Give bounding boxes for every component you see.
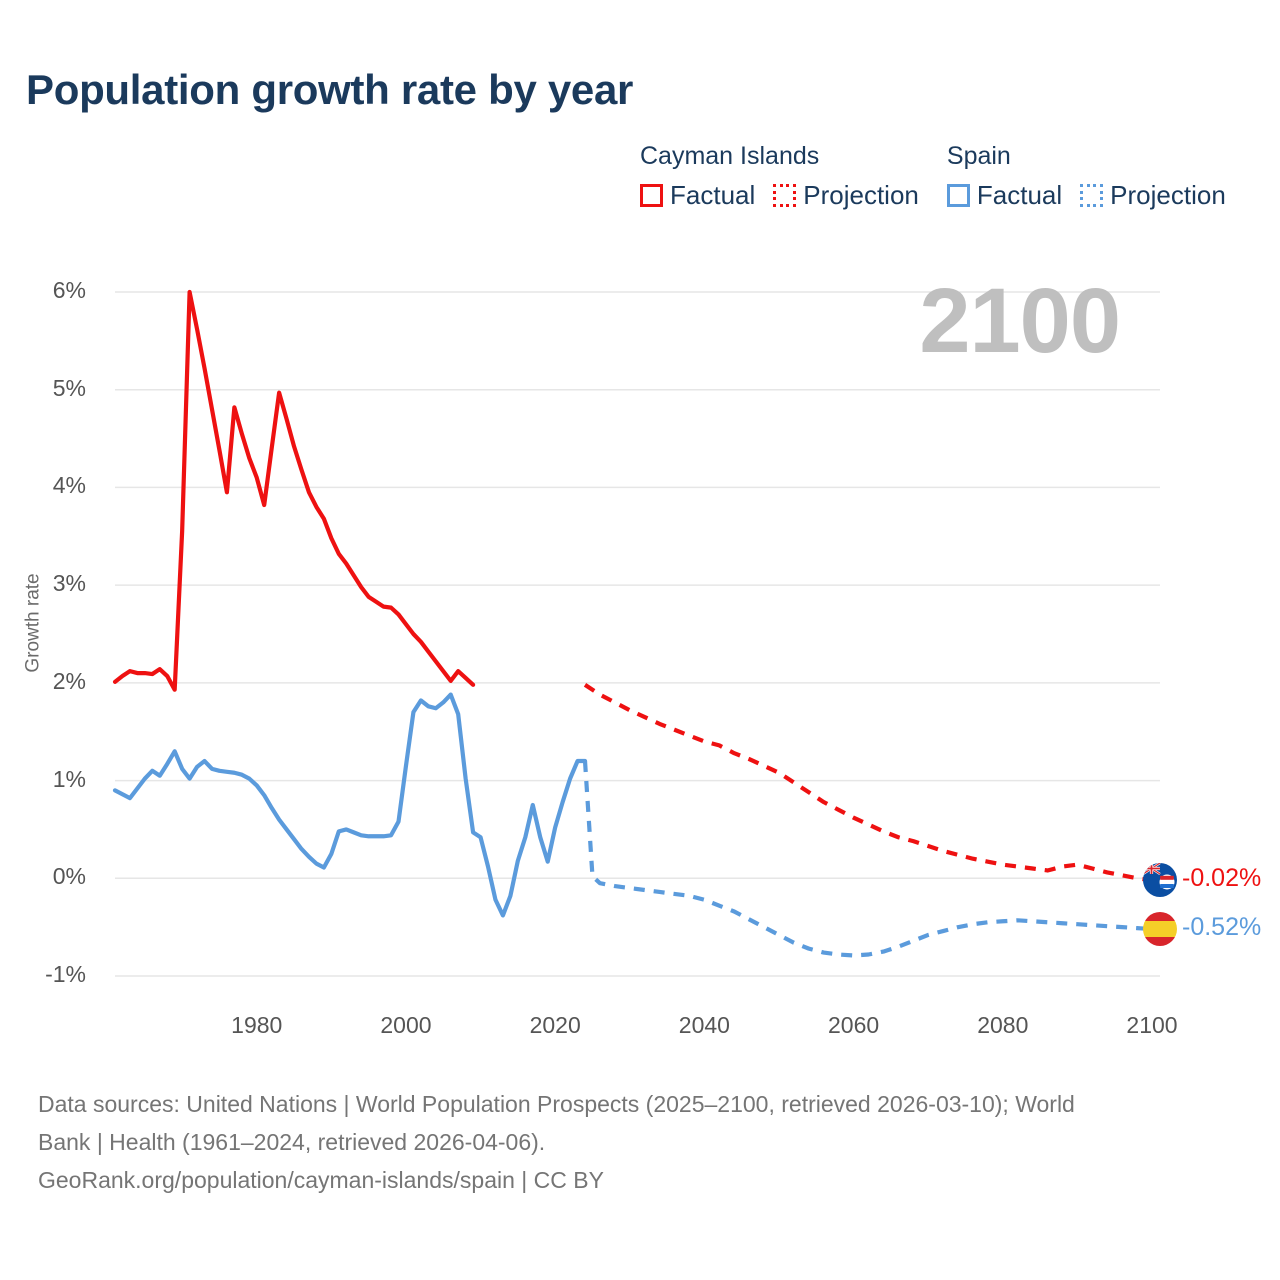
y-axis-tick-label: 6% <box>52 277 86 303</box>
y-axis-tick-label: 3% <box>52 570 86 597</box>
legend-swatch-solid-icon <box>946 184 970 207</box>
legend-item-cayman-projection[interactable]: Projection <box>773 180 919 211</box>
legend-swatch-solid-icon <box>640 184 663 207</box>
legend-item-label: Projection <box>1110 180 1226 210</box>
y-axis-tick-label: 1% <box>52 765 86 792</box>
legend-swatch-dotted-icon <box>773 184 797 207</box>
spain-flag-icon <box>1143 912 1177 947</box>
x-axis-tick-label: 2060 <box>827 1012 880 1038</box>
year-watermark: 2100 <box>919 270 1121 372</box>
footer-line-2: Bank | Health (1961–2024, retrieved 2026… <box>38 1129 546 1155</box>
x-axis-tick-label: 2100 <box>1126 1012 1178 1038</box>
chart-legend: Cayman Islands Factual Projection Spain … <box>640 142 1226 211</box>
end-label-cayman-islands: -0.02% <box>1182 864 1262 893</box>
y-axis-tick-label: -1% <box>45 961 86 987</box>
legend-group-title: Cayman Islands <box>640 142 820 170</box>
footer-line-3: GeoRank.org/population/cayman-islands/sp… <box>38 1167 604 1193</box>
legend-item-label: Projection <box>803 180 919 210</box>
footer-line-1: Data sources: United Nations | World Pop… <box>38 1091 1075 1117</box>
end-label-spain: -0.52% <box>1182 913 1262 942</box>
y-axis-tick-label: 5% <box>52 374 86 401</box>
x-axis-tick-label: 2000 <box>380 1012 432 1038</box>
footer-sources: Data sources: United Nations | World Pop… <box>38 1085 1238 1199</box>
cayman-islands-flag-icon <box>1143 863 1177 898</box>
legend-group-title: Spain <box>946 142 1011 170</box>
page-title: Population growth rate by year <box>26 66 634 113</box>
legend-group-cayman-islands: Cayman Islands Factual Projection <box>640 142 919 211</box>
x-axis-tick-label: 2080 <box>977 1012 1029 1038</box>
x-axis-tick-label: 2040 <box>678 1012 730 1038</box>
legend-item-spain-projection[interactable]: Projection <box>1080 180 1226 211</box>
legend-item-cayman-factual[interactable]: Factual <box>640 180 755 211</box>
x-axis-tick-label: 2020 <box>529 1012 581 1038</box>
legend-group-spain: Spain Factual Projection <box>946 142 1226 211</box>
y-axis-tick-label: 4% <box>52 472 86 499</box>
legend-item-label: Factual <box>976 180 1063 210</box>
x-axis-tick-label: 1980 <box>231 1012 283 1038</box>
legend-item-label: Factual <box>670 180 756 210</box>
y-axis-tick-label: 2% <box>52 667 86 694</box>
y-axis-tick-label: 0% <box>52 863 86 890</box>
legend-swatch-dotted-icon <box>1080 184 1104 207</box>
legend-item-spain-factual[interactable]: Factual <box>946 180 1063 211</box>
